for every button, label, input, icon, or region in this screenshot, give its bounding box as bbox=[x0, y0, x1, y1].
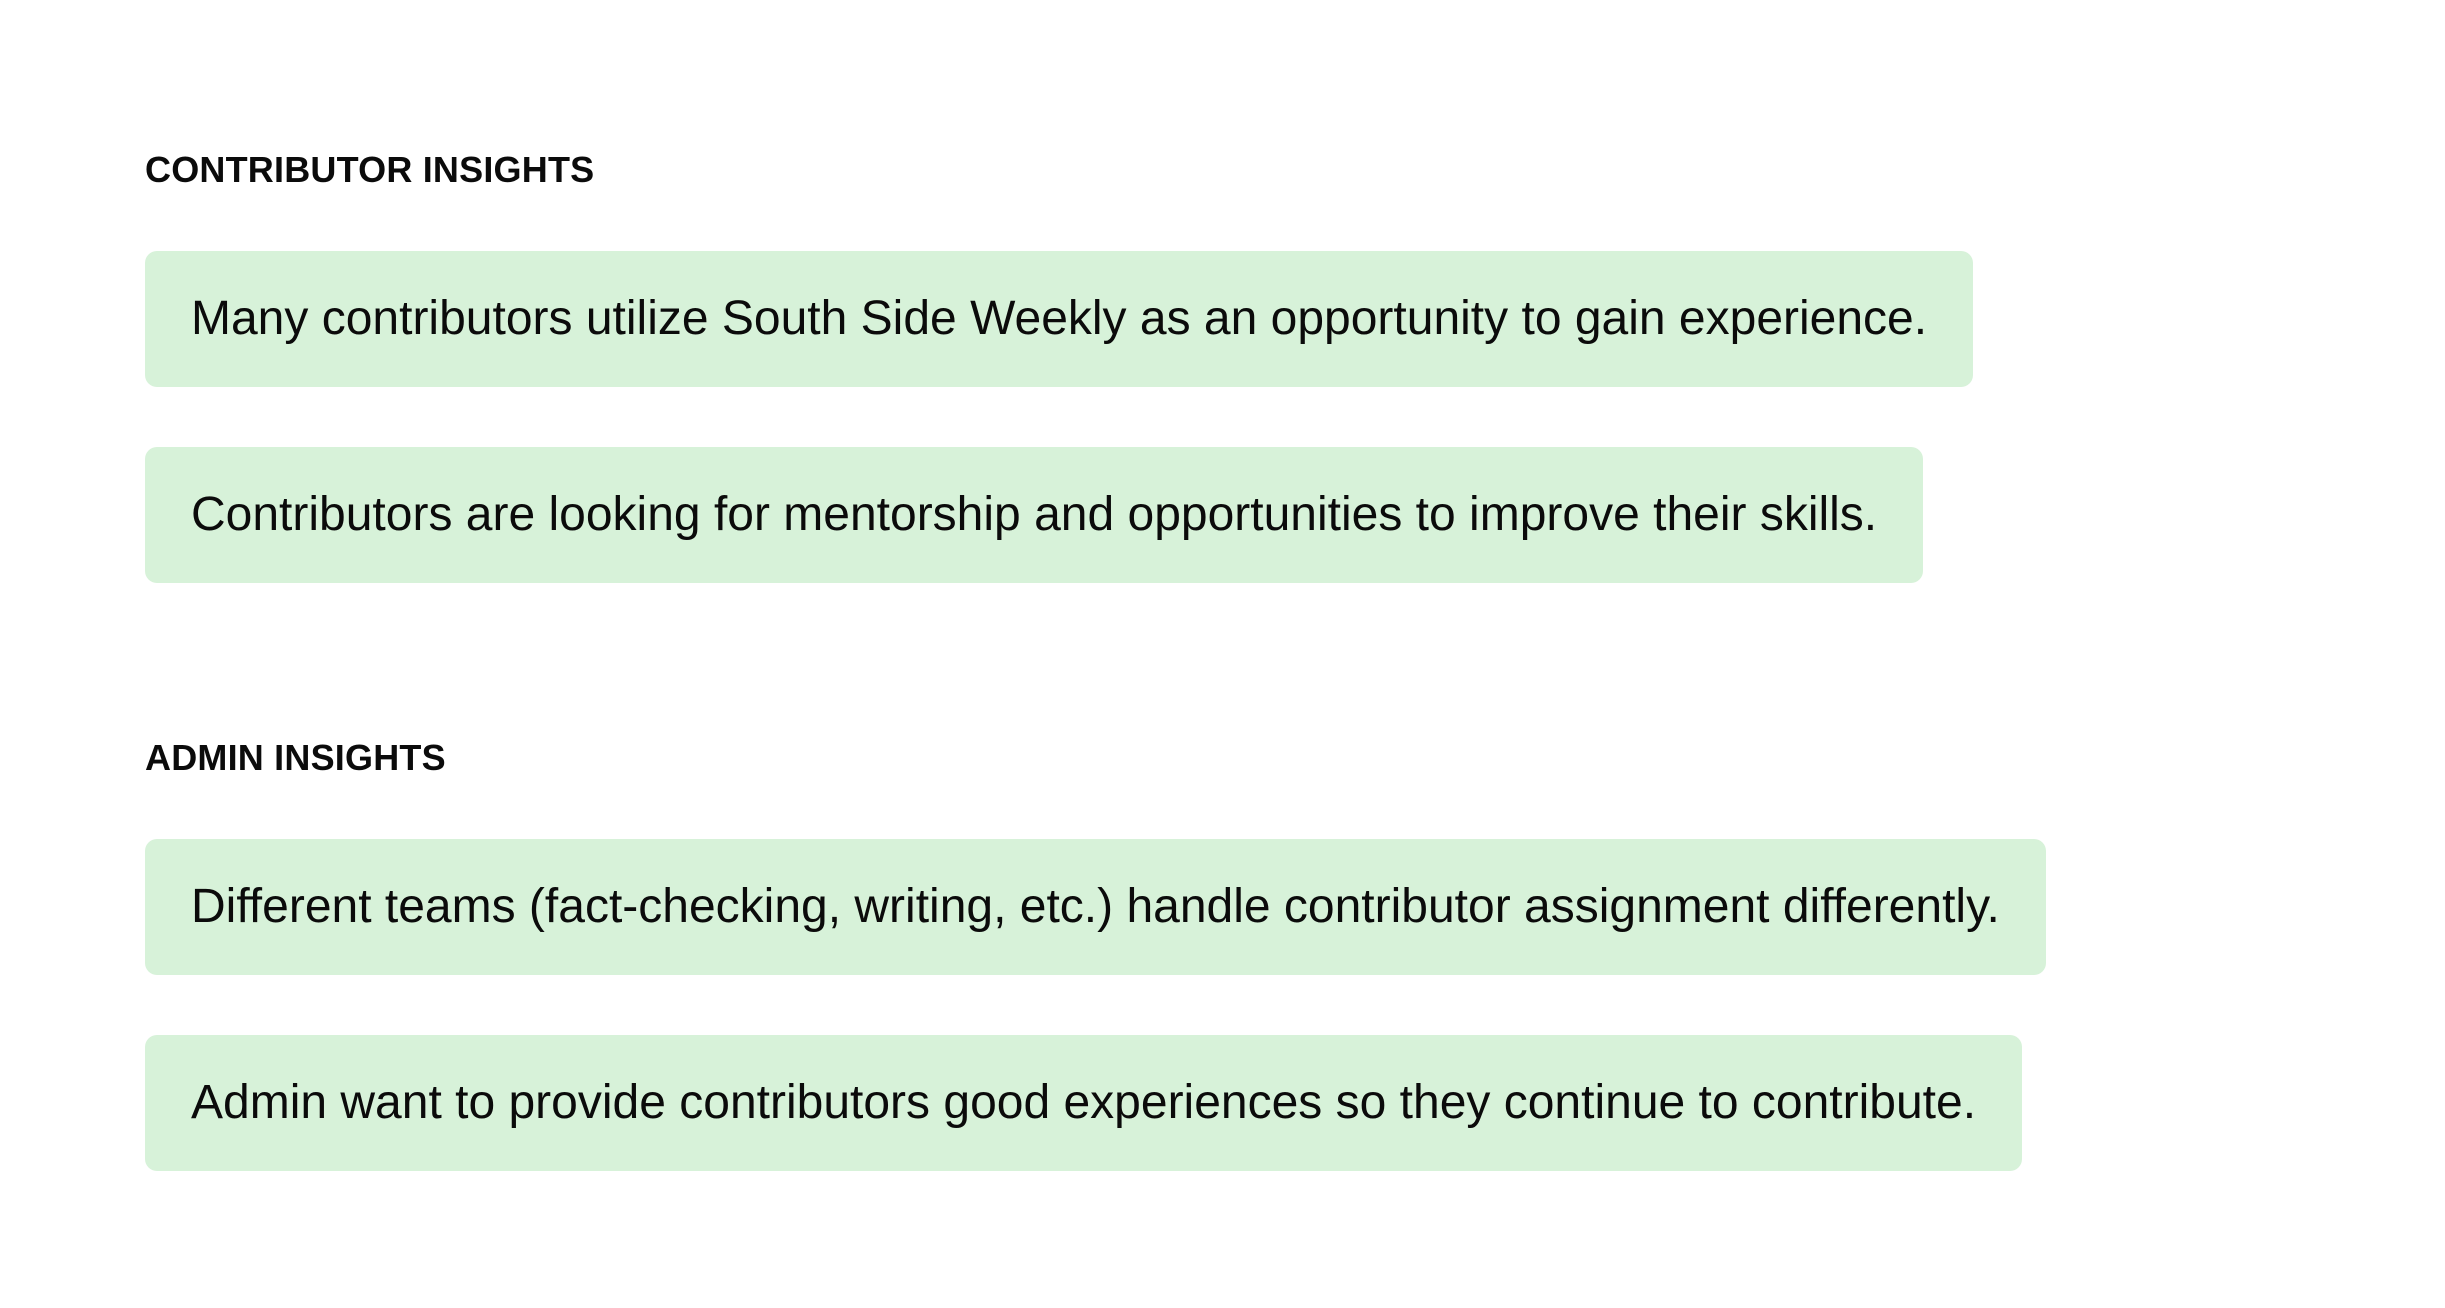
admin-insights-heading: ADMIN INSIGHTS bbox=[145, 737, 446, 778]
insight-card: Admin want to provide contributors good … bbox=[145, 1035, 2023, 1171]
insight-card: Many contributors utilize South Side Wee… bbox=[145, 251, 1974, 387]
admin-insights-list: Different teams (fact-checking, writing,… bbox=[145, 839, 2046, 1171]
insight-card: Different teams (fact-checking, writing,… bbox=[145, 839, 2046, 975]
insight-card: Contributors are looking for mentorship … bbox=[145, 447, 1924, 583]
contributor-insights-list: Many contributors utilize South Side Wee… bbox=[145, 251, 1974, 583]
contributor-insights-heading: CONTRIBUTOR INSIGHTS bbox=[145, 149, 595, 190]
contributor-insights-section: CONTRIBUTOR INSIGHTS Many contributors u… bbox=[145, 148, 1974, 583]
admin-insights-section: ADMIN INSIGHTS Different teams (fact-che… bbox=[145, 736, 2046, 1171]
